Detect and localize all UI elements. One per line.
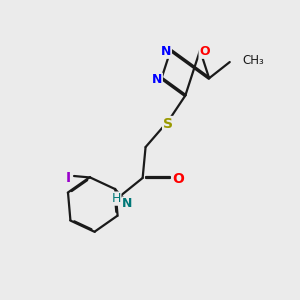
Text: H: H (112, 192, 121, 205)
Text: S: S (163, 116, 173, 130)
Text: I: I (66, 170, 71, 184)
Text: O: O (172, 172, 184, 187)
Text: O: O (199, 45, 210, 58)
Text: N: N (161, 45, 171, 58)
Text: CH₃: CH₃ (242, 54, 264, 67)
Text: N: N (152, 73, 162, 86)
Text: N: N (122, 197, 133, 210)
